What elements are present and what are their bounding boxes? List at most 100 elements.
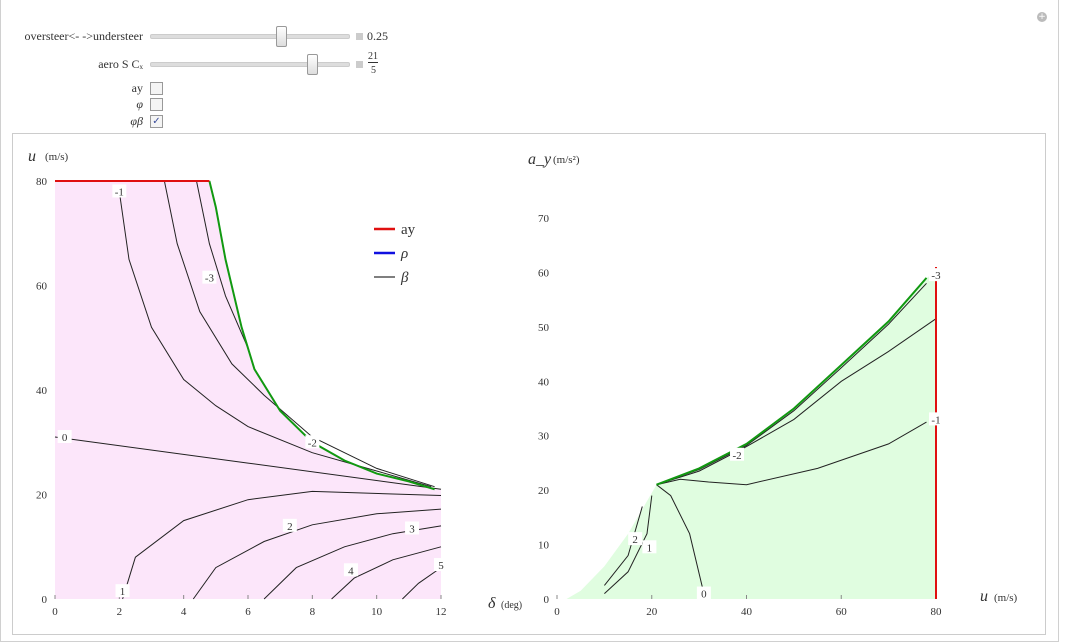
contour-label: 0	[701, 589, 707, 601]
contour-label-bg	[115, 584, 130, 598]
x-tick-label: 4	[181, 606, 187, 618]
slider-oversteer-thumb[interactable]	[276, 26, 287, 47]
y-tick-label: 0	[42, 594, 48, 606]
contour-label-bg	[112, 184, 127, 198]
y-tick-label: 80	[36, 176, 48, 188]
checkbox-ay-label: ay	[131, 81, 143, 95]
contour-label: -3	[931, 270, 941, 282]
y-tick-label: 30	[538, 431, 550, 443]
x-tick-label: 8	[310, 606, 316, 618]
x-tick-label: 6	[245, 606, 251, 618]
left-x-axis-label: δ	[488, 595, 496, 612]
contour-label-bg	[696, 586, 711, 600]
slider-aero-label: aero S Cₓ	[98, 57, 143, 71]
slider-aero: aero S Cₓ 21 5	[0, 51, 400, 80]
contour-label: -3	[205, 273, 215, 285]
contour-label: 2	[287, 521, 293, 533]
options-plus-icon[interactable]: +	[1037, 12, 1047, 22]
contour-label-bg	[929, 412, 943, 426]
slider-aero-value-num: 21	[368, 51, 378, 63]
beta-contour--2	[656, 318, 937, 486]
contour-label-bg	[343, 563, 358, 577]
slider-oversteer-expand-icon[interactable]	[356, 33, 363, 40]
contour-label-bg	[305, 435, 320, 449]
green-boundary	[656, 277, 928, 486]
beta-contour--1	[656, 421, 927, 486]
contour-label-bg	[57, 430, 72, 444]
checkbox-phibeta[interactable]: φβ ✓	[0, 114, 170, 130]
y-tick-label: 20	[538, 485, 550, 497]
checkbox-phibeta-box[interactable]: ✓	[150, 115, 163, 128]
slider-aero-expand-icon[interactable]	[356, 61, 363, 68]
legend-label-2: β	[400, 270, 409, 286]
contour-label-bg	[202, 270, 217, 284]
x-tick-label: 10	[371, 606, 383, 618]
beta-contour-0	[656, 484, 705, 594]
checkbox-phi-box[interactable]	[150, 98, 163, 111]
legend-label-1: ρ	[400, 246, 408, 262]
right-x-axis-unit: (m/s)	[994, 592, 1018, 604]
slider-aero-value-den: 5	[371, 65, 376, 76]
y-tick-label: 40	[36, 385, 48, 397]
y-tick-label: 10	[538, 540, 550, 552]
contour-label: 2	[632, 534, 638, 546]
x-tick-label: 20	[646, 606, 658, 618]
right-y-axis-label: a_y	[528, 151, 552, 168]
beta-contour--2	[163, 180, 435, 488]
legend-label-0: ay	[401, 222, 416, 238]
x-tick-label: 2	[117, 606, 123, 618]
y-tick-label: 50	[538, 322, 550, 334]
beta-contour-0	[54, 436, 442, 490]
x-tick-label: 60	[836, 606, 848, 618]
contour-label-bg	[405, 521, 420, 535]
beta-contour-1	[604, 495, 653, 594]
contour-label-bg	[628, 532, 643, 546]
feasible-region-1	[557, 272, 936, 599]
contour-label: 4	[348, 565, 354, 577]
slider-oversteer-track[interactable]	[150, 34, 350, 39]
y-tick-label: 20	[36, 490, 48, 502]
slider-oversteer-label: oversteer<- ->understeer	[24, 29, 143, 43]
slider-aero-thumb[interactable]	[307, 54, 318, 75]
right-x-axis-label: u	[980, 588, 988, 605]
checkbox-phi[interactable]: φ	[0, 97, 170, 113]
contour-label: 0	[62, 432, 68, 444]
x-tick-label: 40	[741, 606, 753, 618]
y-tick-label: 60	[538, 267, 550, 279]
y-tick-label: 0	[544, 594, 550, 606]
beta-contour-2	[604, 506, 643, 586]
beta-contour-4	[331, 546, 442, 600]
contour-label-bg	[929, 268, 943, 282]
green-boundary	[208, 180, 435, 491]
contour-label: 5	[438, 560, 444, 572]
checkbox-ay[interactable]: ay	[0, 81, 170, 97]
slider-oversteer: oversteer<- ->understeer 0.25	[0, 26, 400, 47]
beta-contour-5	[402, 567, 442, 600]
y-tick-label: 70	[538, 213, 550, 225]
left-x-axis-unit: (deg)	[501, 600, 522, 611]
contour-label: 1	[647, 542, 653, 554]
contour-label-bg	[730, 447, 745, 461]
checkbox-ay-box[interactable]	[150, 82, 163, 95]
slider-aero-track[interactable]	[150, 62, 350, 67]
contour-label: -1	[115, 186, 124, 198]
right-y-axis-unit: (m/s²)	[553, 154, 580, 166]
contour-label-bg	[434, 558, 448, 572]
contour-label-bg	[282, 518, 297, 532]
left-y-axis-label: u	[28, 148, 36, 165]
checkbox-phi-label: φ	[136, 97, 143, 111]
contour-label: 1	[120, 586, 126, 598]
contour-label: -2	[308, 437, 317, 449]
beta-contour--3	[656, 282, 927, 486]
checkbox-phibeta-label: φβ	[130, 114, 143, 128]
x-tick-label: 80	[931, 606, 943, 618]
contour-label-bg	[642, 540, 657, 554]
feasible-region-0	[55, 181, 441, 599]
slider-oversteer-value: 0.25	[367, 29, 388, 43]
contour-label: -1	[931, 414, 940, 426]
y-tick-label: 40	[538, 376, 550, 388]
x-tick-label: 0	[52, 606, 58, 618]
y-tick-label: 60	[36, 281, 48, 293]
